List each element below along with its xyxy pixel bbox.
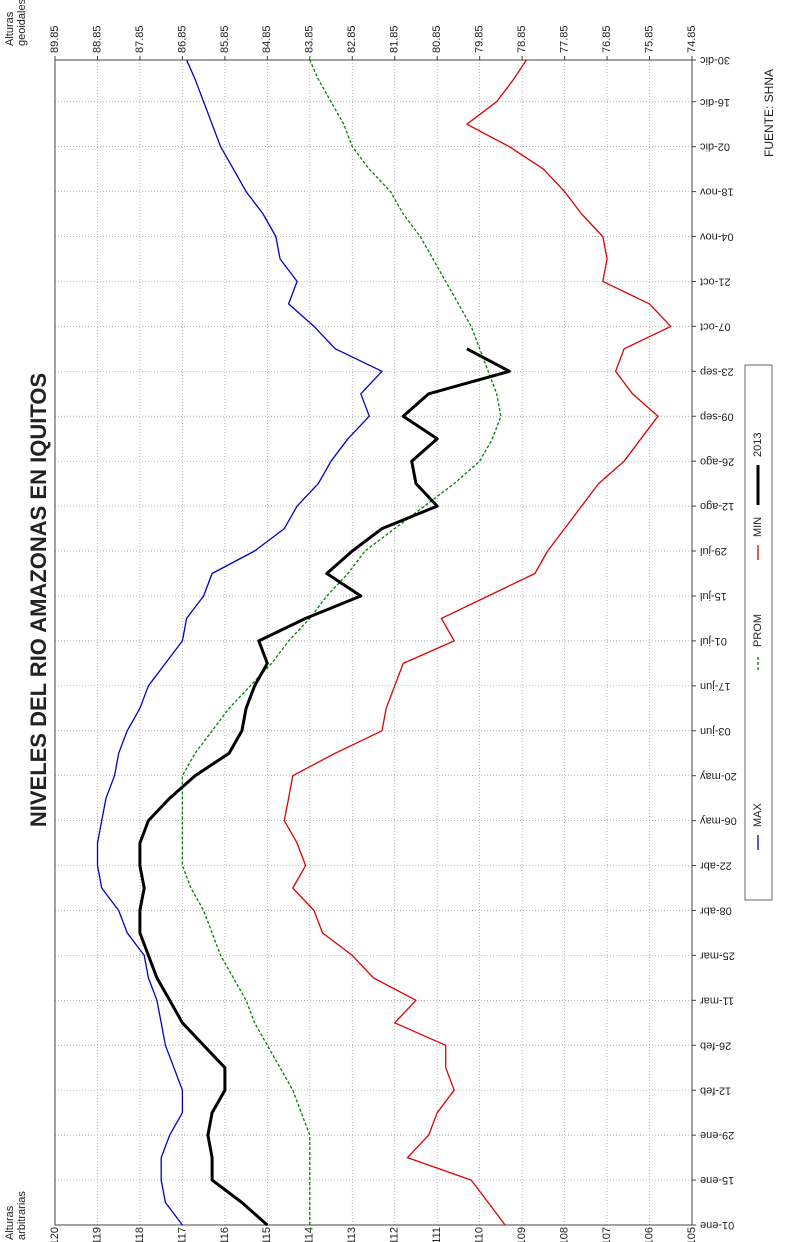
y2-tick-label: 80.85 (431, 25, 443, 53)
x-tick-label: 29-jul (700, 545, 727, 557)
x-tick-label: 04-nov (700, 231, 734, 243)
y2-tick-label: 74.85 (686, 25, 698, 53)
x-tick-label: 08-abr (700, 905, 732, 917)
legend-label: MIN (752, 517, 764, 537)
y2-tick-label: 86.85 (176, 25, 188, 53)
chart-title: NIVELES DEL RIO AMAZONAS EN IQUITOS (26, 373, 51, 827)
y2-tick-label: 89.85 (49, 25, 61, 53)
x-tick-label: 16-dic (700, 96, 730, 108)
x-tick-label: 15-jul (700, 590, 727, 602)
x-tick-label: 26-feb (700, 1039, 731, 1051)
y2-tick-label: 77.85 (559, 25, 571, 53)
x-tick-label: 18-nov (700, 186, 734, 198)
y-tick-label: 111 (431, 1227, 443, 1242)
y2-tick-label: 84.85 (261, 25, 273, 53)
series-line (138, 347, 511, 1227)
y2-axis-label: Alturas geoidales (4, 0, 28, 46)
y2-tick-label: 75.85 (643, 25, 655, 53)
x-tick-label: 21-oct (700, 276, 731, 288)
x-tick-label: 23-sep (700, 365, 734, 377)
y2-tick-label: 78.85 (516, 25, 528, 53)
y2-tick-label: 83.85 (304, 25, 316, 53)
x-tick-label: 03-jun (700, 725, 731, 737)
y-axis-label: Alturas arbitrarias (4, 1191, 28, 1240)
y2-tick-label: 79.85 (474, 25, 486, 53)
series-line (181, 59, 502, 1225)
y-tick-label: 113 (346, 1227, 358, 1242)
x-tick-label: 30-dic (700, 54, 730, 66)
x-tick-label: 09-sep (700, 410, 734, 422)
x-tick-label: 01-ene (700, 1219, 734, 1231)
legend-label: PROM (752, 614, 764, 647)
x-tick-label: 29-ene (700, 1129, 734, 1141)
legend-label: MAX (752, 803, 764, 828)
x-tick-label: 22-abr (700, 860, 732, 872)
y-tick-label: 117 (176, 1227, 188, 1242)
y-tick-label: 120 (49, 1227, 61, 1242)
x-tick-label: 20-may (700, 770, 737, 782)
y-tick-label: 106 (643, 1227, 655, 1242)
y-tick-label: 115 (261, 1227, 273, 1242)
y2-tick-label: 88.85 (91, 25, 103, 53)
x-tick-label: 01-jul (700, 635, 727, 647)
x-tick-label: 02-dic (700, 141, 730, 153)
series-line (283, 59, 672, 1226)
y-tick-label: 109 (516, 1227, 528, 1242)
legend-label: 2013 (752, 433, 764, 457)
series-line (96, 59, 383, 1226)
x-tick-label: 11-mar (700, 994, 734, 1006)
y-tick-label: 107 (601, 1227, 613, 1242)
y2-tick-label: 85.85 (219, 25, 231, 53)
x-tick-label: 12-feb (700, 1084, 731, 1096)
x-tick-label: 12-ago (700, 500, 734, 512)
y2-tick-label: 81.85 (389, 25, 401, 53)
x-tick-label: 06-may (700, 815, 737, 827)
y2-tick-label: 76.85 (601, 25, 613, 53)
x-tick-label: 07-oct (700, 320, 731, 332)
x-tick-label: 15-ene (700, 1174, 734, 1186)
y-tick-label: 110 (474, 1227, 486, 1242)
x-tick-label: 26-ago (700, 455, 734, 467)
y2-tick-label: 87.85 (134, 25, 146, 53)
y-tick-label: 108 (559, 1227, 571, 1242)
y-tick-label: 112 (389, 1227, 401, 1242)
y2-tick-label: 82.85 (346, 25, 358, 53)
y-tick-label: 114 (304, 1227, 316, 1242)
legend-box (744, 364, 773, 901)
y-tick-label: 116 (219, 1227, 231, 1242)
y-tick-label: 119 (91, 1227, 103, 1242)
source-note: FUENTE: SHNA (762, 69, 776, 157)
x-tick-label: 17-jun (700, 680, 731, 692)
plot-frame (54, 59, 693, 1226)
x-tick-label: 25-mar (700, 950, 735, 962)
y-tick-label: 118 (134, 1227, 146, 1242)
y-tick-label: 105 (686, 1227, 698, 1242)
